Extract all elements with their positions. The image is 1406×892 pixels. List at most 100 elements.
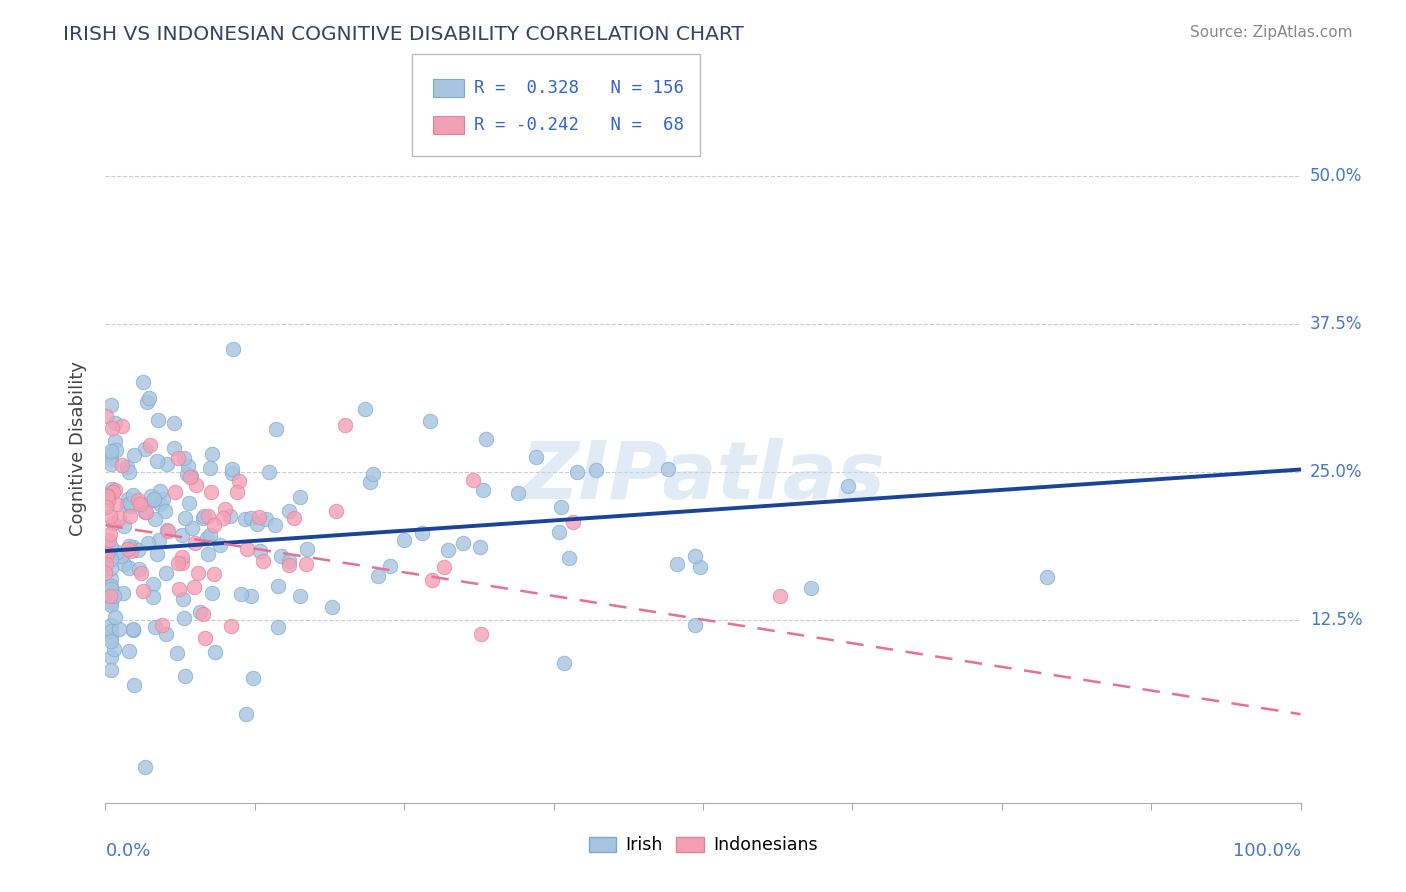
Point <box>170 549 193 564</box>
Point <box>101 421 124 435</box>
Point <box>197 547 219 561</box>
Point <box>111 418 134 433</box>
Point <box>120 508 142 523</box>
Point <box>837 479 859 493</box>
Point <box>177 495 200 509</box>
Point <box>200 460 222 475</box>
Point <box>288 491 311 505</box>
Point <box>657 461 679 475</box>
Point <box>228 475 250 489</box>
Point <box>94 544 117 558</box>
Point <box>111 458 134 473</box>
Point <box>461 473 484 487</box>
Point <box>142 590 165 604</box>
Point <box>173 669 195 683</box>
Point <box>117 539 139 553</box>
Point <box>98 589 121 603</box>
Point <box>105 545 128 559</box>
Text: 100.0%: 100.0% <box>1233 842 1301 860</box>
Text: R = -0.242   N =  68: R = -0.242 N = 68 <box>474 117 683 135</box>
Point <box>141 489 163 503</box>
Point <box>120 500 142 514</box>
Point <box>100 595 122 609</box>
Point <box>201 447 224 461</box>
Y-axis label: Cognitive Disability: Cognitive Disability <box>69 360 87 536</box>
Point <box>361 467 384 481</box>
Point <box>148 533 170 547</box>
Point <box>176 467 198 481</box>
Point <box>149 497 172 511</box>
Text: Source: ZipAtlas.com: Source: ZipAtlas.com <box>1189 25 1353 40</box>
Point <box>254 512 277 526</box>
Point <box>195 531 218 545</box>
Point <box>295 541 318 556</box>
Point <box>96 547 118 561</box>
Point <box>333 417 356 432</box>
Point <box>96 489 118 503</box>
Point <box>103 485 125 500</box>
Text: R =  0.328   N = 156: R = 0.328 N = 156 <box>474 79 683 97</box>
Point <box>100 585 122 599</box>
Point <box>122 541 145 555</box>
Point <box>283 511 305 525</box>
Point <box>100 552 122 566</box>
Point <box>294 557 316 571</box>
Point <box>221 462 243 476</box>
Point <box>221 467 243 481</box>
Point <box>153 504 176 518</box>
Point <box>136 535 159 549</box>
Point <box>235 707 257 722</box>
Point <box>135 505 157 519</box>
Point <box>152 491 174 506</box>
Point <box>155 566 177 580</box>
Point <box>191 607 214 621</box>
Point <box>378 558 401 573</box>
Point <box>184 536 207 550</box>
Point <box>97 489 120 503</box>
Legend: Irish, Indonesians: Irish, Indonesians <box>589 837 817 855</box>
Point <box>561 515 583 529</box>
Point <box>267 620 290 634</box>
Point <box>252 554 274 568</box>
Point <box>226 484 249 499</box>
Point <box>202 566 225 581</box>
Point <box>288 589 311 603</box>
Point <box>98 509 121 524</box>
Point <box>156 457 179 471</box>
Point <box>100 663 122 677</box>
Point <box>111 585 134 599</box>
Point <box>475 432 498 446</box>
Point <box>585 463 607 477</box>
Point <box>127 492 149 507</box>
Point <box>212 511 235 525</box>
Point <box>100 398 122 412</box>
Point <box>101 516 124 530</box>
Point <box>142 493 165 508</box>
Point <box>103 642 125 657</box>
Point <box>136 395 159 409</box>
Point <box>219 618 242 632</box>
Point <box>132 583 155 598</box>
Point <box>242 671 264 685</box>
Point <box>188 606 211 620</box>
Point <box>193 509 215 524</box>
Point <box>149 484 172 499</box>
Point <box>128 562 150 576</box>
Point <box>100 572 122 586</box>
Text: IRISH VS INDONESIAN COGNITIVE DISABILITY CORRELATION CHART: IRISH VS INDONESIAN COGNITIVE DISABILITY… <box>63 25 744 44</box>
Point <box>170 527 193 541</box>
Point <box>247 510 270 524</box>
Point <box>94 557 117 571</box>
Point <box>150 617 173 632</box>
Point <box>266 579 288 593</box>
Point <box>392 533 415 547</box>
Point <box>468 540 491 554</box>
Point <box>197 508 219 523</box>
Point <box>97 493 120 508</box>
Point <box>98 527 121 541</box>
Point <box>180 469 202 483</box>
Point <box>139 437 162 451</box>
Point <box>104 416 127 430</box>
Point <box>100 444 122 458</box>
Point <box>277 504 299 518</box>
